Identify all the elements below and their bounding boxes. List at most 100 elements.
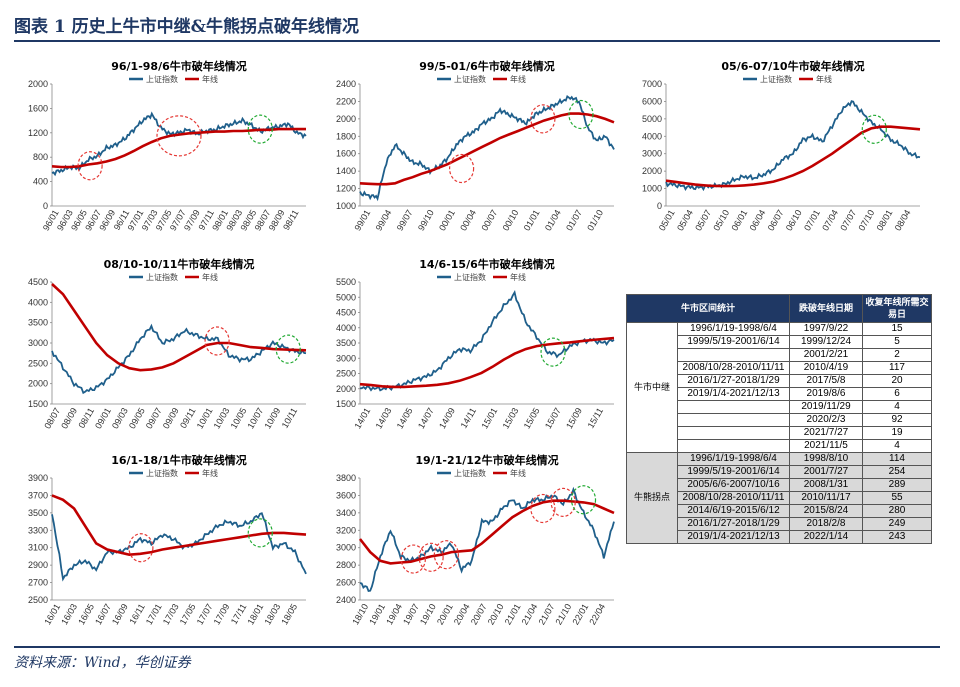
- date-cell: 2010/11/17: [789, 491, 863, 505]
- y-tick-label: 3900: [28, 473, 48, 483]
- legend-index-label: 上证指数: [760, 74, 792, 84]
- legend-ma-label: 年线: [202, 468, 218, 478]
- days-cell: 19: [862, 426, 932, 440]
- y-tick-label: 3700: [28, 490, 48, 500]
- table-row: 2008/10/28-2010/11/11 2010/4/19 117: [627, 361, 932, 375]
- date-cell: 1997/9/22: [789, 322, 863, 336]
- y-tick-label: 1200: [28, 128, 48, 138]
- y-tick-label: 2200: [336, 96, 356, 106]
- break-circle-red: [128, 533, 154, 563]
- x-tick-label: 20/10: [486, 602, 506, 627]
- y-tick-label: 2000: [642, 166, 662, 176]
- top-rule: [14, 40, 940, 42]
- y-tick-label: 4000: [28, 297, 48, 307]
- header-recover-days: 收复年线所需交易日: [862, 294, 932, 323]
- stats-table: 牛市区间统计 跌破年线日期 收复年线所需交易日 牛市中继 1996/1/19-19…: [626, 294, 932, 544]
- header-break-date: 跌破年线日期: [789, 294, 863, 323]
- break-circle-red: [550, 487, 576, 518]
- group-label: 牛市中继: [626, 322, 678, 453]
- break-circle-green: [247, 114, 273, 144]
- series-ma-line: [359, 112, 615, 186]
- x-tick-label: 06/07: [766, 208, 786, 233]
- date-cell: 2017/5/8: [789, 374, 863, 388]
- legend-index-label: 上证指数: [146, 74, 178, 84]
- y-tick-label: 2500: [28, 595, 48, 605]
- x-tick-label: 21/10: [553, 602, 573, 627]
- table-row: 2008/10/28-2010/11/11 2010/11/17 55: [627, 491, 932, 505]
- x-tick-label: 08/04: [893, 208, 913, 233]
- x-tick-label: 09/07: [144, 406, 164, 431]
- days-cell: 249: [862, 517, 932, 531]
- x-tick-label: 15/09: [564, 406, 584, 431]
- date-cell: 2015/8/24: [789, 504, 863, 518]
- days-cell: 20: [862, 374, 932, 388]
- series-ma-line: [359, 336, 615, 389]
- break-circle-green: [540, 337, 566, 367]
- y-tick-label: 3300: [28, 525, 48, 535]
- y-tick-label: 1600: [28, 103, 48, 113]
- x-tick-label: 16/07: [93, 602, 113, 627]
- date-cell: 2001/7/27: [789, 465, 863, 479]
- y-tick-label: 5500: [336, 277, 356, 287]
- y-tick-label: 3400: [336, 508, 356, 518]
- break-circle-red: [418, 542, 444, 572]
- range-cell: [677, 426, 790, 440]
- x-tick-label: 16/09: [110, 602, 130, 627]
- x-tick-label: 05/01: [657, 208, 677, 233]
- days-cell: 254: [862, 465, 932, 479]
- y-tick-label: 2500: [28, 358, 48, 368]
- y-tick-label: 1000: [336, 201, 356, 211]
- y-tick-label: 2400: [336, 595, 356, 605]
- x-tick-label: 22/04: [587, 602, 607, 627]
- x-tick-label: 21/07: [537, 602, 557, 627]
- x-tick-label: 06/04: [748, 208, 768, 233]
- date-cell: 1998/8/10: [789, 452, 863, 466]
- x-tick-label: 21/01: [503, 602, 523, 627]
- chart-2019-2021: 19/1-21/12牛市破年线情况 上证指数 年线 2400 2600 2800 3000 3…: [322, 452, 618, 642]
- break-circle-red: [449, 153, 475, 184]
- days-cell: 4: [862, 400, 932, 414]
- break-circle-green: [568, 99, 594, 130]
- x-tick-label: 10/01: [195, 406, 215, 431]
- group-label: 牛熊拐点: [626, 452, 678, 544]
- break-circle-red: [530, 493, 556, 524]
- break-circle-red: [77, 151, 103, 181]
- range-cell: 2005/6/6-2007/10/16: [677, 478, 790, 492]
- x-tick-label: 17/07: [195, 602, 215, 627]
- chart-title: 08/10-10/11牛市破年线情况: [104, 257, 255, 271]
- x-tick-label: 15/01: [479, 406, 499, 431]
- x-tick-label: 10/11: [280, 406, 300, 430]
- break-circle-red: [156, 115, 202, 157]
- table-row: 2001/2/21 2: [627, 348, 932, 362]
- series-ma-line: [51, 127, 306, 169]
- x-tick-label: 21/04: [520, 602, 540, 627]
- x-tick-label: 00/01: [437, 208, 457, 233]
- series-ma-line: [358, 499, 615, 565]
- x-tick-label: 00/10: [501, 208, 521, 233]
- series-index-line: [359, 486, 615, 593]
- y-tick-label: 3000: [336, 543, 356, 553]
- x-tick-label: 07/10: [856, 208, 876, 233]
- y-tick-label: 1800: [336, 131, 356, 141]
- y-tick-label: 3500: [28, 508, 48, 518]
- days-cell: 243: [862, 530, 932, 544]
- y-tick-label: 5000: [642, 114, 662, 124]
- series-index-line: [51, 323, 307, 395]
- y-tick-label: 2000: [28, 379, 48, 389]
- chart-2014-2015: 14/6-15/6牛市破年线情况 上证指数 年线 1500 2000 2500 3000 35…: [322, 256, 618, 446]
- y-tick-label: 3000: [336, 353, 356, 363]
- date-cell: 2019/8/6: [789, 387, 863, 401]
- table-row: 牛市中继 1996/1/19-1998/6/4 1997/9/22 15: [626, 322, 932, 453]
- chart-2016-2018: 16/1-18/1牛市破年线情况 上证指数 年线 2500 2700 2900 3100 33…: [14, 452, 310, 642]
- x-tick-label: 99/04: [374, 208, 394, 233]
- x-tick-label: 00/04: [458, 208, 478, 233]
- x-tick-label: 16/05: [76, 602, 96, 627]
- series-index-line: [359, 94, 615, 202]
- x-tick-label: 15/03: [501, 406, 521, 431]
- y-tick-label: 3500: [28, 318, 48, 328]
- y-tick-label: 1500: [336, 399, 356, 409]
- source-note: 资料来源：Wind，华创证券: [14, 655, 191, 671]
- x-tick-label: 09/01: [93, 406, 113, 431]
- days-cell: 2: [862, 348, 932, 362]
